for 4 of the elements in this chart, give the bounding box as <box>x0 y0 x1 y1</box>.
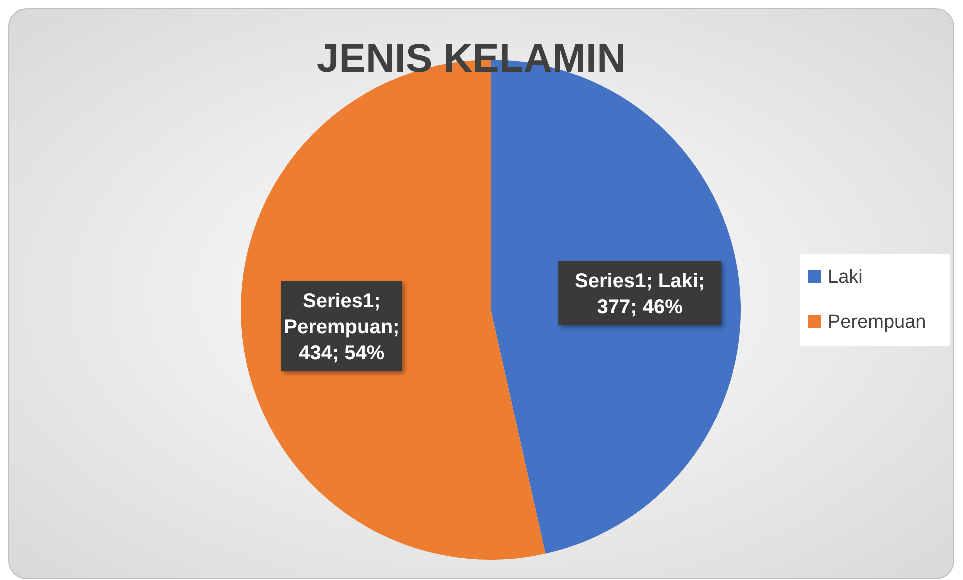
legend-label: Perempuan <box>828 312 926 333</box>
data-label: Series1; Laki; 377; 46% <box>575 270 706 318</box>
legend-label: Laki <box>828 267 863 288</box>
data-label: Series1; Perempuan; 434; 54% <box>284 290 400 365</box>
